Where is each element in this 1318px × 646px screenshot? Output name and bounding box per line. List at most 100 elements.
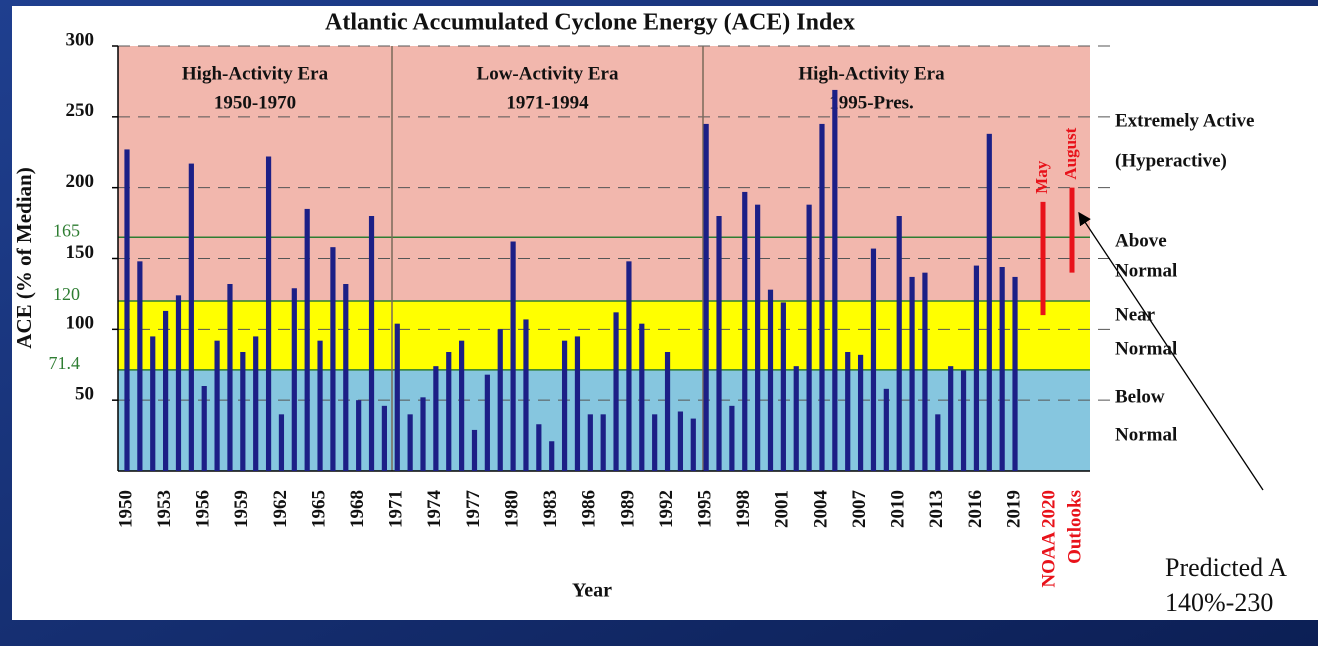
bar xyxy=(265,156,272,471)
bar xyxy=(201,386,207,471)
y-tick-label: 100 xyxy=(66,313,95,334)
bar xyxy=(690,418,696,471)
x-tick-label: 1965 xyxy=(308,490,329,528)
bar xyxy=(291,288,297,471)
bar xyxy=(999,267,1005,471)
x-tick-label: 1977 xyxy=(463,490,484,529)
bar xyxy=(433,366,439,471)
bar xyxy=(420,397,426,471)
era-label: High-Activity Era xyxy=(182,63,329,84)
bar xyxy=(909,276,915,471)
bar xyxy=(639,323,645,471)
x-tick-label: 1974 xyxy=(424,490,445,529)
era-label: Low-Activity Era xyxy=(477,63,619,84)
outlook-name: May xyxy=(1032,160,1051,194)
bar xyxy=(857,354,864,471)
bar xyxy=(317,340,323,471)
outlook-label: NOAA 2020 xyxy=(1038,490,1059,588)
x-tick-label: 2010 xyxy=(888,490,909,528)
bar xyxy=(948,366,954,471)
x-tick-label: 2001 xyxy=(772,490,793,528)
activity-category: Above xyxy=(1115,230,1167,251)
y-tick-label: 300 xyxy=(66,29,95,50)
bar xyxy=(137,261,143,471)
x-tick-label: 1983 xyxy=(540,490,561,528)
bar xyxy=(510,241,516,471)
bar xyxy=(471,429,478,471)
bar xyxy=(304,208,310,471)
x-axis-label: Year xyxy=(572,580,612,602)
x-tick-label: 2019 xyxy=(1003,490,1024,528)
activity-category: Below xyxy=(1115,386,1165,407)
x-tick-label: 1992 xyxy=(656,490,677,528)
y-axis-label: ACE (% of Median) xyxy=(12,167,36,348)
bar xyxy=(253,336,259,471)
activity-category: Normal xyxy=(1115,424,1177,445)
y-tick-label: 250 xyxy=(66,100,95,121)
bar xyxy=(729,405,735,471)
bar xyxy=(214,340,220,471)
annotation-arrow xyxy=(1078,211,1264,491)
bar xyxy=(832,89,838,472)
x-tick-label: 1962 xyxy=(270,490,291,528)
bar xyxy=(343,284,349,471)
x-tick-label: 2016 xyxy=(965,490,986,528)
y-tick-label: 200 xyxy=(66,171,95,192)
threshold-label: 120 xyxy=(53,284,80,304)
bar xyxy=(574,336,581,471)
x-tick-label: 1956 xyxy=(193,490,214,528)
outlook-name: August xyxy=(1061,127,1080,179)
activity-category: Near xyxy=(1115,304,1156,325)
x-tick-label: 1953 xyxy=(154,490,175,528)
bar xyxy=(819,123,825,472)
x-tick-label: 2007 xyxy=(849,490,870,529)
bar xyxy=(845,352,851,471)
bar xyxy=(896,216,902,471)
threshold-label: 165 xyxy=(53,220,80,240)
bar xyxy=(330,247,336,471)
era-years: 1950-1970 xyxy=(214,92,296,113)
bar xyxy=(407,414,413,471)
x-tick-label: 1959 xyxy=(231,490,252,528)
bar xyxy=(484,374,490,471)
bar xyxy=(459,340,465,471)
bar xyxy=(806,204,812,471)
bar xyxy=(600,414,606,471)
x-tick-label: 1950 xyxy=(115,490,136,528)
bar xyxy=(150,336,156,471)
bar xyxy=(523,319,529,471)
bar xyxy=(677,411,684,471)
annotation: Predicted A xyxy=(1165,553,1287,582)
era-label: High-Activity Era xyxy=(798,63,945,84)
bar xyxy=(188,163,194,472)
y-tick-label: 150 xyxy=(66,242,95,263)
bar xyxy=(922,272,928,471)
bar xyxy=(664,352,671,471)
x-tick-label: 1998 xyxy=(733,490,754,528)
bar xyxy=(549,441,555,471)
bar xyxy=(780,302,786,471)
bar xyxy=(613,312,619,471)
threshold-label: 71.4 xyxy=(49,353,81,373)
x-tick-label: 2004 xyxy=(810,490,831,529)
bar xyxy=(381,405,387,471)
bar xyxy=(793,366,799,471)
bar xyxy=(497,329,503,471)
bar xyxy=(767,289,774,471)
bar xyxy=(742,191,748,471)
activity-category: Extremely Active xyxy=(1115,110,1254,131)
bar xyxy=(755,204,761,471)
bar xyxy=(561,340,568,471)
chart-title: Atlantic Accumulated Cyclone Energy (ACE… xyxy=(325,10,855,36)
bar xyxy=(587,414,593,471)
bar xyxy=(446,352,452,471)
bar xyxy=(175,295,182,471)
era-years: 1995-Pres. xyxy=(829,92,914,113)
x-tick-label: 1986 xyxy=(579,490,600,528)
plot-area xyxy=(118,45,1110,471)
bar xyxy=(870,248,877,471)
bar xyxy=(278,414,285,471)
bar xyxy=(1012,276,1018,471)
